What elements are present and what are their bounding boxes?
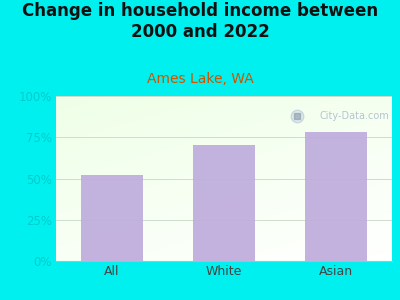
Bar xyxy=(193,146,255,261)
Text: Ames Lake, WA: Ames Lake, WA xyxy=(147,72,253,86)
Text: Change in household income between
2000 and 2022: Change in household income between 2000 … xyxy=(22,2,378,41)
Text: City-Data.com: City-Data.com xyxy=(319,111,389,121)
Bar xyxy=(305,132,367,261)
Bar xyxy=(81,175,143,261)
